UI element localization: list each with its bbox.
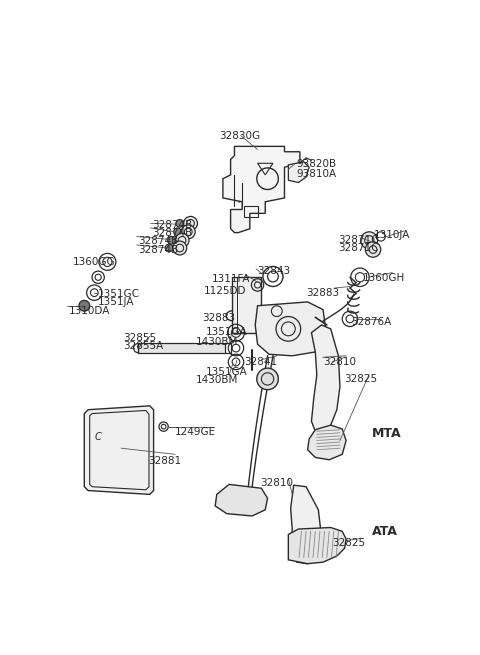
Polygon shape [215, 485, 267, 516]
Circle shape [365, 242, 381, 257]
Text: 1310DA: 1310DA [69, 306, 110, 316]
Circle shape [176, 219, 184, 227]
Text: 1311FA: 1311FA [212, 274, 251, 284]
Polygon shape [288, 527, 346, 564]
Text: 32855: 32855 [123, 333, 156, 343]
Text: 1351JA: 1351JA [98, 297, 135, 307]
Circle shape [168, 236, 175, 244]
Polygon shape [255, 302, 327, 356]
Circle shape [173, 241, 187, 255]
Text: 1351GA: 1351GA [206, 328, 248, 337]
Text: 32825: 32825 [345, 374, 378, 384]
Text: 32874B: 32874B [152, 228, 192, 238]
Text: C: C [95, 432, 102, 441]
Text: 32874B: 32874B [138, 245, 179, 255]
Polygon shape [138, 343, 225, 353]
Circle shape [257, 368, 278, 390]
Circle shape [174, 228, 181, 236]
Polygon shape [223, 146, 300, 233]
Text: 32810: 32810 [323, 358, 356, 367]
Text: 32830G: 32830G [219, 131, 260, 141]
Polygon shape [291, 485, 322, 564]
Text: 1351GC: 1351GC [98, 289, 140, 299]
Polygon shape [84, 406, 154, 495]
Text: 93820B: 93820B [296, 159, 336, 170]
Text: 32871C: 32871C [338, 235, 379, 245]
Polygon shape [308, 425, 346, 460]
Circle shape [181, 225, 195, 239]
Text: 1249GE: 1249GE [175, 426, 216, 437]
Circle shape [175, 233, 189, 247]
Circle shape [165, 244, 173, 252]
Text: 32874B: 32874B [152, 219, 192, 229]
Text: 32841: 32841 [244, 356, 277, 367]
Text: 1430BM: 1430BM [196, 337, 239, 346]
Text: 1360GH: 1360GH [363, 272, 405, 283]
Text: 32881: 32881 [148, 456, 181, 466]
Text: 32876A: 32876A [351, 317, 391, 328]
Text: 32855A: 32855A [123, 341, 163, 351]
Text: 32874B: 32874B [138, 236, 179, 246]
Polygon shape [288, 162, 309, 183]
Text: 1430BM: 1430BM [196, 375, 239, 385]
Polygon shape [312, 325, 340, 433]
Text: MTA: MTA [372, 426, 402, 440]
Text: ATA: ATA [372, 525, 398, 538]
Text: 32810: 32810 [260, 478, 293, 488]
Text: 32883: 32883 [202, 314, 235, 324]
Text: 1351GA: 1351GA [206, 367, 248, 377]
Text: 32825: 32825 [332, 538, 365, 548]
Circle shape [184, 216, 197, 231]
Text: 1310JA: 1310JA [374, 229, 410, 240]
Circle shape [361, 232, 378, 249]
Text: 32871C: 32871C [338, 244, 379, 253]
Polygon shape [232, 277, 262, 333]
Text: 1360GG: 1360GG [73, 257, 115, 267]
Text: 32883: 32883 [306, 288, 339, 298]
Text: 93810A: 93810A [296, 169, 336, 179]
Text: 32843: 32843 [258, 266, 291, 276]
Circle shape [79, 301, 90, 311]
Text: 1125DD: 1125DD [204, 286, 246, 297]
